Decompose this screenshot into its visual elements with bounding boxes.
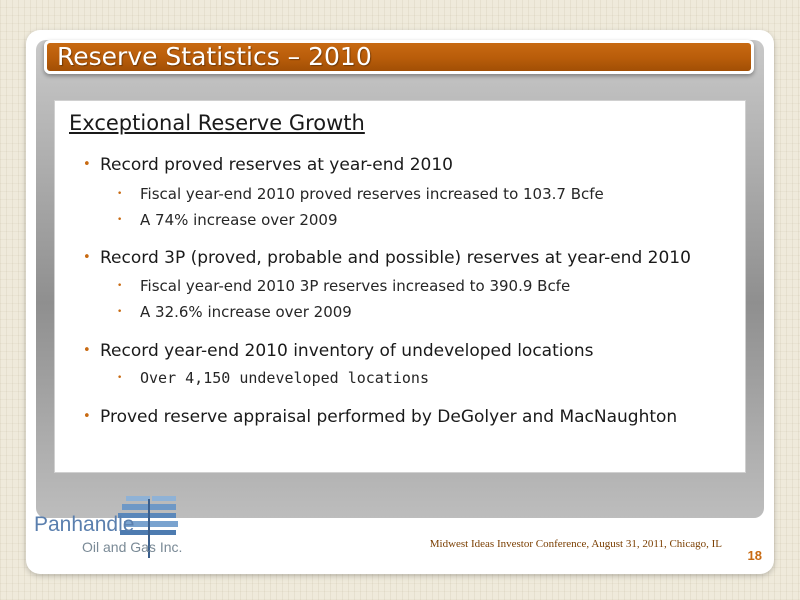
content-box: Exceptional Reserve Growth • Record prov… [54, 100, 746, 473]
sub-bullet-marker: • [117, 281, 123, 291]
title-bar: Reserve Statistics – 2010 [44, 40, 754, 74]
bullet-marker: • [83, 157, 91, 172]
sub-bullet-marker: • [117, 307, 123, 317]
bullet-marker: • [83, 409, 91, 424]
sub-bullet-marker: • [117, 189, 123, 199]
bullet-marker: • [83, 250, 91, 265]
sub-bullet-text: Fiscal year-end 2010 proved reserves inc… [140, 185, 604, 203]
sub-bullet-text: Over 4,150 undeveloped locations [140, 369, 429, 387]
bullet-text: Proved reserve appraisal performed by De… [100, 407, 678, 427]
footer-event-text: Midwest Ideas Investor Conference, Augus… [429, 538, 722, 550]
bullet-marker: • [83, 343, 91, 358]
sub-bullet-text: Fiscal year-end 2010 3P reserves increas… [140, 277, 571, 295]
sub-bullet-text: A 32.6% increase over 2009 [140, 303, 352, 321]
sub-bullet-text: A 74% increase over 2009 [140, 211, 338, 229]
bullet-text: Record year-end 2010 inventory of undeve… [100, 341, 594, 361]
sub-bullet-marker: • [117, 215, 123, 225]
bullet-text: Record proved reserves at year-end 2010 [100, 155, 453, 175]
logo-name: Panhandle [34, 513, 135, 536]
sub-bullet-marker: • [117, 373, 123, 383]
panhandle-logo-icon [118, 496, 178, 558]
logo-subtitle: Oil and Gas Inc. [82, 539, 183, 555]
section-heading: Exceptional Reserve Growth [69, 111, 365, 135]
bullet-text: Record 3P (proved, probable and possible… [100, 248, 691, 268]
page-number: 18 [747, 548, 762, 563]
slide-title: Reserve Statistics – 2010 [57, 42, 372, 71]
